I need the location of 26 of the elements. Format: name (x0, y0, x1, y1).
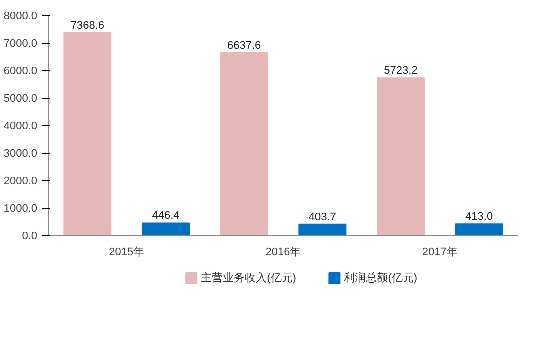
bar (142, 222, 190, 236)
x-tick-label: 2015年 (109, 246, 145, 258)
bar (298, 224, 347, 236)
y-tick-label: 0.0 (22, 230, 38, 242)
y-tick-label: 3000.0 (4, 148, 38, 160)
data-label: 446.4 (152, 210, 180, 222)
y-tick-label: 1000.0 (4, 203, 38, 215)
x-tick-label: 2017年 (422, 246, 458, 258)
y-tick-label: 6000.0 (4, 66, 38, 78)
x-tick-label: 2016年 (266, 246, 302, 258)
bar (455, 224, 504, 236)
bar (220, 52, 268, 236)
data-label: 5723.2 (384, 65, 418, 78)
y-tick-label: 4000.0 (4, 120, 38, 132)
bar (377, 78, 425, 236)
y-tick-label: 2000.0 (4, 176, 38, 188)
data-label: 7368.6 (70, 20, 104, 32)
y-tick-label: 8000.0 (4, 10, 38, 22)
data-label: 6637.6 (228, 40, 262, 52)
y-tick-label: 5000.0 (4, 93, 38, 105)
data-label: 403.7 (308, 211, 336, 224)
data-label: 413.0 (466, 211, 494, 224)
bar (64, 32, 112, 236)
legend-label: 利润总额(亿元) (344, 272, 418, 284)
y-tick-label: 7000.0 (4, 38, 38, 50)
legend-label: 主营业务收入(亿元) (201, 272, 296, 284)
